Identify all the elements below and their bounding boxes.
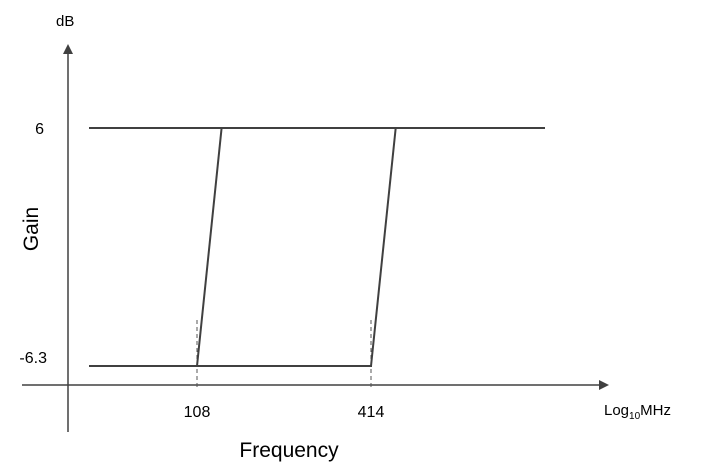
x-axis-title: Frequency bbox=[239, 439, 339, 462]
transition-line-414 bbox=[370, 127, 397, 367]
x-unit-base: Log bbox=[604, 402, 629, 419]
x-unit-subscript: 10 bbox=[629, 411, 641, 422]
x-unit-suffix: MHz bbox=[640, 402, 671, 419]
y-tick-upper: 6 bbox=[35, 121, 44, 138]
y-axis-title: Gain bbox=[20, 207, 43, 251]
y-tick-lower: -6.3 bbox=[19, 350, 47, 367]
transition-line-108 bbox=[196, 127, 223, 367]
x-tick-414: 414 bbox=[358, 404, 385, 421]
x-unit-label: Log10MHz bbox=[604, 402, 671, 422]
y-unit-label: dB bbox=[56, 13, 74, 30]
x-tick-108: 108 bbox=[184, 404, 211, 421]
